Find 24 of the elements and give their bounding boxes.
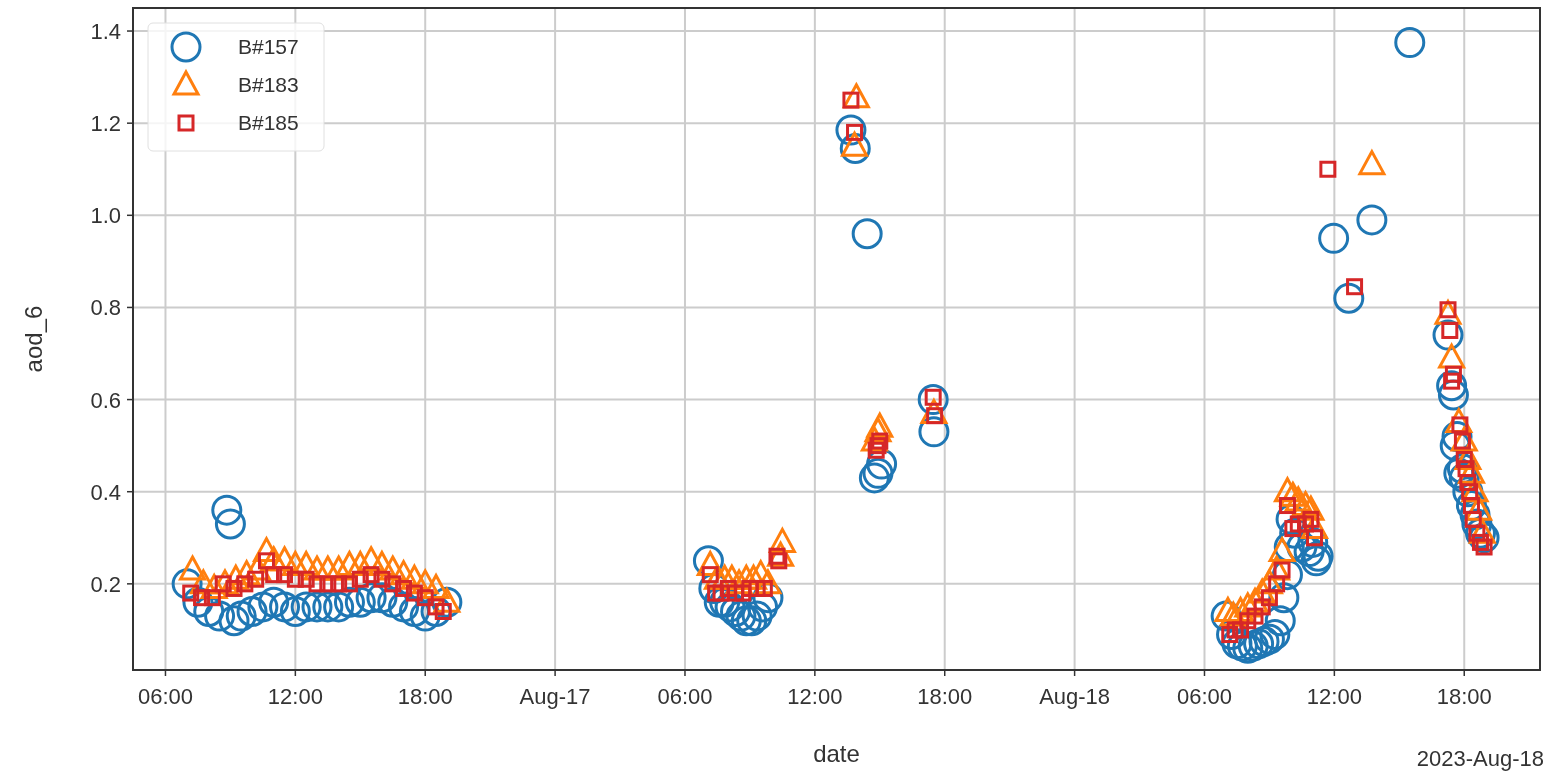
x-tick-label: 18:00 bbox=[917, 684, 973, 709]
legend-label: B#183 bbox=[238, 73, 299, 96]
x-tick-label: Aug-17 bbox=[519, 684, 591, 709]
x-tick-label: 06:00 bbox=[1176, 684, 1233, 709]
legend-label: B#185 bbox=[238, 111, 299, 134]
y-tick-label: 1.2 bbox=[90, 111, 121, 137]
legend-label: B#157 bbox=[238, 35, 299, 58]
y-tick-label: 0.4 bbox=[90, 479, 121, 505]
text: 2023-Aug-18 bbox=[1416, 746, 1544, 771]
y-axis-title: aod_6 bbox=[20, 305, 47, 373]
x-tick-label: 18:00 bbox=[397, 684, 453, 709]
x-tick-label: 12:00 bbox=[267, 684, 323, 709]
y-tick-label: 0.2 bbox=[90, 571, 121, 597]
y-tick-label: 1.0 bbox=[90, 203, 121, 229]
x-tick-label: 12:00 bbox=[1306, 684, 1362, 709]
x-tick-label: 12:00 bbox=[787, 684, 843, 709]
x-axis-title: date bbox=[813, 740, 860, 767]
y-tick-label: 0.6 bbox=[90, 387, 121, 413]
x-tick-label: 18:00 bbox=[1436, 684, 1492, 709]
x-tick-label: 06:00 bbox=[137, 684, 193, 709]
x-tick-label: 06:00 bbox=[657, 684, 713, 709]
y-tick-label: 1.4 bbox=[90, 19, 121, 45]
x-tick-label: Aug-18 bbox=[1039, 684, 1111, 709]
y-tick-label: 0.8 bbox=[90, 295, 121, 321]
